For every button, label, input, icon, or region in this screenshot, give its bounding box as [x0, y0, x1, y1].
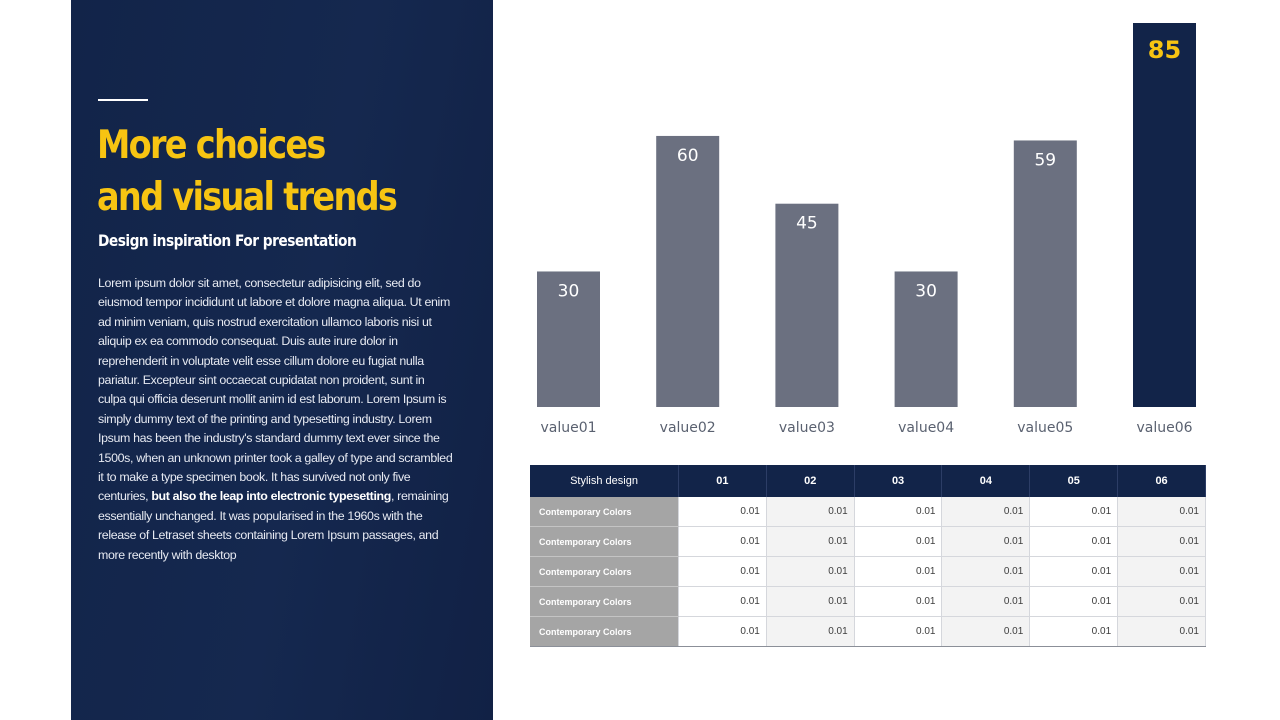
data-table: Stylish design 01 02 03 04 05 06 Contemp… — [530, 465, 1206, 647]
table-cell: 0.01 — [941, 497, 1031, 527]
table-cell: 0.01 — [1029, 616, 1119, 647]
slide-subtitle: Design inspiration For presentation — [98, 231, 357, 250]
bar-value03 — [775, 203, 839, 407]
table-cell: 0.01 — [1117, 616, 1206, 647]
body-text-start: Lorem ipsum dolor sit amet, consectetur … — [98, 276, 453, 504]
table-cell: 0.01 — [854, 526, 943, 557]
bar-value-label: 60 — [677, 146, 699, 166]
column-header: 06 — [1117, 465, 1206, 497]
body-paragraph: Lorem ipsum dolor sit amet, consectetur … — [98, 274, 454, 565]
table-cell: 0.01 — [766, 497, 855, 527]
table-row: Contemporary Colors 0.01 0.01 0.01 0.01 0.01 0… — [530, 586, 1206, 617]
bar-value05 — [1013, 140, 1077, 408]
table-cell: 0.01 — [766, 586, 855, 617]
column-header: 03 — [854, 465, 943, 497]
bar-value01 — [537, 271, 600, 407]
table-row: Contemporary Colors 0.01 0.01 0.01 0.01 0.01 0… — [530, 497, 1206, 527]
column-header: 02 — [766, 465, 855, 497]
category-label: value05 — [1017, 420, 1073, 436]
column-header: 05 — [1029, 465, 1119, 497]
category-label: value01 — [540, 420, 596, 436]
body-text-end: , remaining essentially unchanged. It wa… — [98, 489, 449, 562]
body-text-bold: but also the leap into electronic typese… — [151, 489, 391, 504]
table-row: Contemporary Colors 0.01 0.01 0.01 0.01 0.01 0… — [530, 526, 1206, 557]
category-label: value04 — [898, 420, 954, 436]
table-cell: 0.01 — [678, 497, 767, 527]
title-line-1: More choices — [97, 123, 326, 168]
table-cell: 0.01 — [766, 616, 855, 647]
table-header-row: Stylish design 01 02 03 04 05 06 — [530, 465, 1206, 497]
bar-value-label: 30 — [915, 281, 937, 301]
table-cell: 0.01 — [678, 556, 767, 587]
category-label: value03 — [779, 420, 835, 436]
table-cell: 0.01 — [941, 586, 1031, 617]
table-cell: 0.01 — [941, 616, 1031, 647]
table-cell: 0.01 — [1029, 497, 1119, 527]
table-cell: 0.01 — [1117, 497, 1206, 527]
bar-value-label: 45 — [796, 214, 818, 234]
table-cell: 0.01 — [854, 497, 943, 527]
table-row: Contemporary Colors 0.01 0.01 0.01 0.01 0.01 0… — [530, 556, 1206, 587]
table-cell: 0.01 — [1117, 556, 1206, 587]
row-label: Contemporary Colors — [530, 497, 679, 527]
bar-value06 — [1133, 23, 1196, 407]
table-cell: 0.01 — [766, 556, 855, 587]
table-cell: 0.01 — [854, 616, 943, 647]
row-label: Contemporary Colors — [530, 586, 679, 617]
table-cell: 0.01 — [854, 556, 943, 587]
table-cell: 0.01 — [1029, 586, 1119, 617]
table-cell: 0.01 — [1029, 556, 1119, 587]
table-cell: 0.01 — [941, 526, 1031, 557]
table-cell: 0.01 — [1117, 586, 1206, 617]
bar-value-label: 85 — [1148, 36, 1181, 64]
slide-title: More choices and visual trends — [97, 120, 398, 224]
row-label: Contemporary Colors — [530, 556, 679, 587]
category-label: value02 — [660, 420, 716, 436]
table-cell: 0.01 — [766, 526, 855, 557]
bar-value-label: 30 — [558, 281, 580, 301]
row-label: Contemporary Colors — [530, 616, 679, 647]
accent-line — [98, 99, 148, 101]
column-header: 01 — [678, 465, 767, 497]
title-line-2: and visual trends — [97, 175, 398, 220]
table-cell: 0.01 — [678, 616, 767, 647]
column-header: 04 — [941, 465, 1031, 497]
left-panel: More choices and visual trends Design ins… — [71, 0, 493, 720]
bar-value04 — [894, 271, 958, 407]
table-cell: 0.01 — [678, 526, 767, 557]
table-cell: 0.01 — [854, 586, 943, 617]
table-corner-header: Stylish design — [530, 465, 679, 497]
row-label: Contemporary Colors — [530, 526, 679, 557]
table-row: Contemporary Colors 0.01 0.01 0.01 0.01 0.01 0… — [530, 616, 1206, 647]
table-cell: 0.01 — [1117, 526, 1206, 557]
bar-chart: 30 value01 60 value02 45 value03 30 value04 59 va… — [537, 23, 1196, 436]
table-body: Contemporary Colors 0.01 0.01 0.01 0.01 0.01 0… — [530, 497, 1206, 647]
category-label: value06 — [1136, 420, 1192, 436]
bar-value-label: 59 — [1034, 150, 1056, 170]
table-cell: 0.01 — [941, 556, 1031, 587]
bar-value02 — [656, 135, 720, 408]
table-cell: 0.01 — [1029, 526, 1119, 557]
table-cell: 0.01 — [678, 586, 767, 617]
